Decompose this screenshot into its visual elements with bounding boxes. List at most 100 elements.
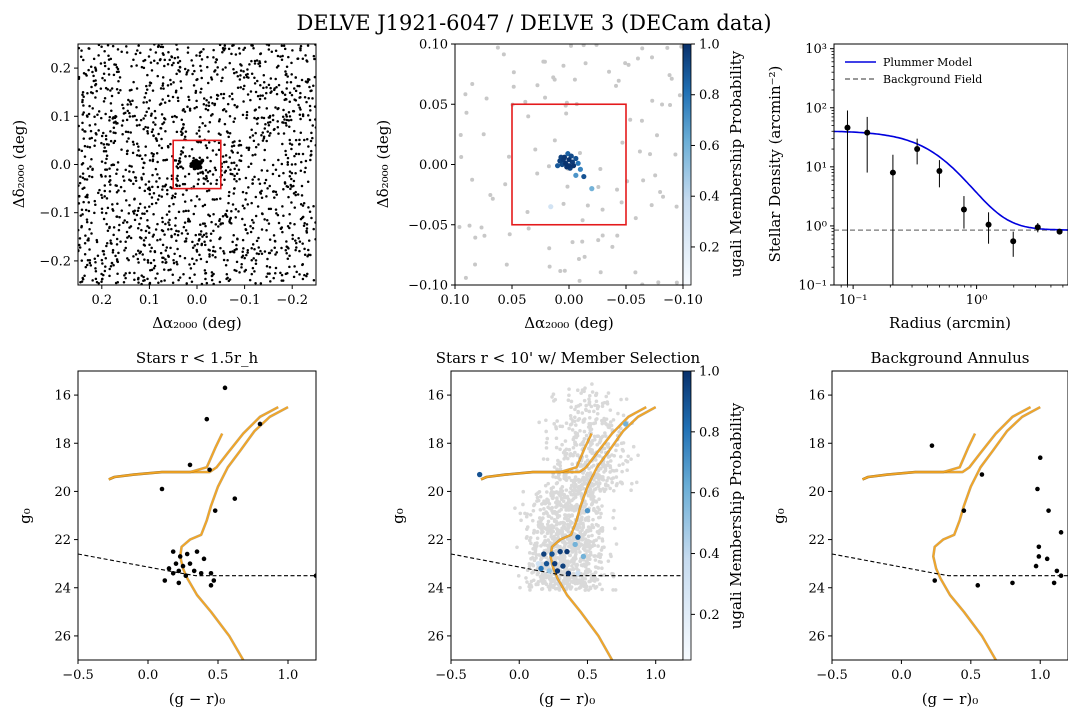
colorbar-tick-label: 0.6 (699, 486, 720, 501)
field-star-point (267, 83, 271, 87)
field-star-point (267, 222, 271, 225)
field-star-point (298, 273, 301, 276)
field-cmd-point (554, 445, 559, 450)
field-star-point (274, 77, 277, 81)
cmd-members-title: Stars r < 10' w/ Member Selection (436, 349, 701, 367)
field-star-point (215, 178, 219, 182)
field-star-point (268, 238, 272, 241)
background-star-point (660, 102, 665, 107)
field-star-point (108, 190, 112, 193)
field-star-point (79, 214, 83, 217)
field-cmd-point (570, 462, 575, 467)
y-tick-label: 26 (427, 629, 444, 644)
field-star-point (150, 112, 153, 116)
field-cmd-point (548, 506, 552, 511)
field-cmd-point (527, 551, 532, 555)
field-cmd-point (552, 519, 557, 524)
field-star-point (209, 76, 213, 79)
field-star-point (134, 52, 138, 56)
field-star-point (158, 58, 162, 62)
field-star-point (242, 76, 246, 79)
field-star-point (307, 253, 310, 257)
background-star-point (504, 262, 509, 267)
field-star-point (138, 154, 141, 158)
field-cmd-point (611, 572, 615, 576)
colorbar-bottom-bar (682, 370, 692, 661)
field-cmd-point (552, 399, 556, 403)
field-cmd-point (558, 502, 562, 506)
field-star-point (145, 88, 149, 91)
member-cmd-point (541, 551, 547, 557)
field-star-point (224, 263, 228, 267)
field-star-point (169, 78, 172, 82)
field-cmd-point (602, 573, 607, 577)
field-star-point (87, 239, 90, 242)
field-star-point (135, 87, 139, 90)
cmd-star-point (204, 416, 210, 422)
y-tick-label: 16 (808, 389, 825, 404)
field-cmd-point (564, 421, 569, 426)
field-star-point (225, 160, 228, 163)
field-star-point (299, 117, 302, 121)
field-star-point (307, 145, 310, 148)
field-star-point (242, 247, 245, 250)
field-star-point (161, 229, 165, 233)
field-star-point (157, 132, 160, 136)
field-star-point (150, 202, 154, 206)
field-star-point (187, 98, 191, 102)
field-star-point (191, 72, 194, 76)
field-star-point (176, 247, 179, 251)
field-star-point (102, 149, 106, 153)
field-cmd-point (573, 475, 578, 479)
field-star-point (89, 129, 93, 133)
colorbar-top-bar (682, 43, 692, 286)
background-star-point (600, 207, 605, 212)
field-star-point (188, 154, 191, 158)
field-star-point (285, 87, 288, 90)
field-cmd-point (558, 467, 563, 471)
field-cmd-point (605, 478, 609, 483)
field-star-point (112, 233, 115, 237)
field-cmd-point (557, 565, 561, 570)
member-cmd-point (554, 568, 561, 574)
field-cmd-point (606, 460, 610, 465)
field-star-point (267, 48, 271, 51)
field-star-point (131, 151, 135, 155)
field-star-point (257, 62, 260, 66)
member-cmd-point (538, 565, 544, 572)
field-cmd-point (587, 553, 592, 558)
field-star-point (294, 193, 297, 197)
field-star-point (174, 90, 178, 94)
field-star-point (266, 257, 269, 261)
field-cmd-point (529, 579, 534, 584)
field-star-point (210, 271, 214, 274)
field-star-point (81, 93, 84, 96)
field-star-point (125, 51, 129, 54)
field-star-point (233, 187, 236, 190)
field-star-point (193, 273, 196, 276)
field-star-point (145, 100, 148, 104)
field-cmd-point (598, 439, 603, 443)
x-tick-label: 1.0 (1030, 668, 1051, 683)
field-star-point (249, 230, 253, 234)
field-star-point (282, 44, 286, 47)
field-star-point (197, 178, 200, 181)
field-cmd-point (546, 574, 550, 578)
background-star-point (511, 84, 516, 89)
background-star-point (470, 81, 475, 86)
field-star-point (212, 245, 215, 249)
field-star-point (303, 247, 306, 251)
field-cmd-point (555, 586, 560, 591)
field-star-point (198, 54, 202, 57)
field-cmd-point (563, 439, 568, 443)
field-star-point (85, 263, 89, 267)
field-cmd-point (525, 535, 529, 539)
field-cmd-point (527, 584, 531, 589)
field-cmd-point (570, 507, 574, 512)
field-star-point (163, 117, 166, 120)
field-star-point (143, 212, 146, 216)
field-star-point (293, 154, 296, 158)
background-star-point (525, 209, 530, 214)
y-tick-label: 18 (54, 437, 71, 452)
field-cmd-point (608, 486, 612, 491)
